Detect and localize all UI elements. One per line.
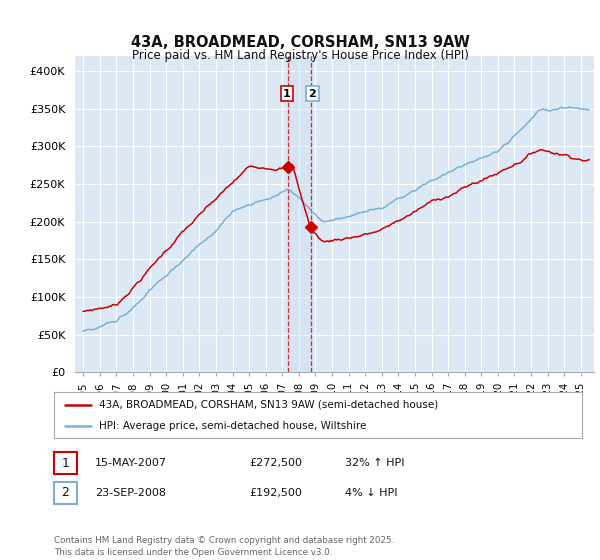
Text: 2: 2 [61,486,70,500]
Text: £272,500: £272,500 [249,458,302,468]
Text: £192,500: £192,500 [249,488,302,498]
Text: 23-SEP-2008: 23-SEP-2008 [95,488,166,498]
Text: 43A, BROADMEAD, CORSHAM, SN13 9AW: 43A, BROADMEAD, CORSHAM, SN13 9AW [131,35,469,50]
Text: 15-MAY-2007: 15-MAY-2007 [95,458,167,468]
Text: 4% ↓ HPI: 4% ↓ HPI [345,488,398,498]
Text: Contains HM Land Registry data © Crown copyright and database right 2025.
This d: Contains HM Land Registry data © Crown c… [54,536,394,557]
Bar [289,56,311,372]
Text: HPI: Average price, semi-detached house, Wiltshire: HPI: Average price, semi-detached house,… [99,421,366,431]
Text: 2: 2 [308,88,316,99]
Text: Price paid vs. HM Land Registry's House Price Index (HPI): Price paid vs. HM Land Registry's House … [131,49,469,62]
Text: 43A, BROADMEAD, CORSHAM, SN13 9AW (semi-detached house): 43A, BROADMEAD, CORSHAM, SN13 9AW (semi-… [99,400,438,410]
Text: 1: 1 [61,456,70,470]
Text: 1: 1 [283,88,290,99]
Text: 32% ↑ HPI: 32% ↑ HPI [345,458,404,468]
